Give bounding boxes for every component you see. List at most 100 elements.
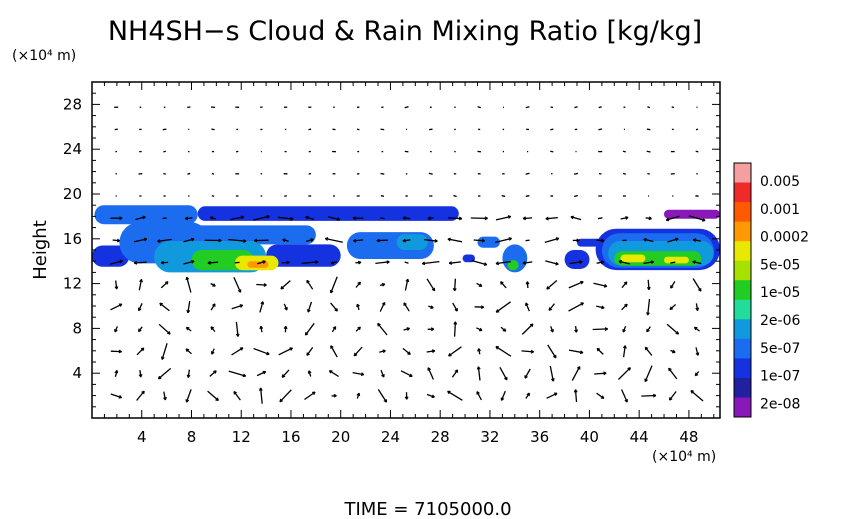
wind-arrow [597, 217, 603, 220]
wind-arrow [571, 366, 581, 381]
wind-arrow [160, 260, 169, 265]
wind-arrow [596, 392, 605, 399]
wind-arrow [280, 280, 291, 290]
wind-arrow [495, 237, 512, 244]
wind-arrow [211, 172, 215, 175]
wind-arrow [690, 390, 704, 402]
wind-arrow [521, 323, 534, 335]
wind-arrow [380, 172, 385, 175]
wind-arrow [186, 301, 191, 314]
wind-arrow [328, 370, 339, 378]
y-axis-unit: (×10⁴ m) [12, 48, 76, 64]
wind-arrow [282, 238, 289, 243]
y-tick-label: 20 [63, 185, 82, 203]
wind-arrow [207, 260, 219, 265]
colorbar-swatch [734, 241, 751, 262]
wind-arrow [670, 261, 676, 264]
colorbar-swatch [734, 202, 751, 223]
wind-arrow [162, 128, 167, 131]
y-tick-label: 28 [63, 95, 82, 113]
wind-arrow [476, 391, 482, 401]
wind-arrow [183, 259, 195, 265]
wind-arrow [426, 278, 436, 292]
wind-arrow [135, 215, 146, 221]
wind-arrow [501, 195, 506, 197]
wind-arrow [183, 237, 195, 243]
wind-arrow [521, 349, 535, 354]
wind-arrow [305, 215, 315, 221]
wind-arrow [669, 304, 677, 311]
wind-arrow [549, 365, 555, 382]
wind-arrow [594, 371, 607, 376]
wind-arrow [377, 322, 388, 336]
wind-arrow [138, 278, 143, 291]
wind-arrow [473, 238, 485, 243]
x-tick-label: 28 [431, 428, 450, 446]
wind-arrow [356, 392, 361, 399]
wind-arrow [476, 366, 481, 381]
wind-arrow [211, 128, 215, 131]
wind-arrow [402, 216, 411, 220]
x-tick-label: 8 [187, 428, 197, 446]
wind-arrow [185, 389, 192, 403]
wind-arrow [324, 237, 343, 243]
wind-arrow [452, 278, 457, 292]
wind-arrow [136, 390, 145, 401]
wind-arrow [568, 302, 584, 312]
wind-arrow [477, 348, 482, 355]
wind-arrow [235, 321, 240, 337]
wind-arrow [256, 283, 267, 287]
wind-arrow [695, 128, 699, 131]
wind-arrow [573, 172, 579, 175]
x-tick-label: 40 [580, 428, 599, 446]
wind-arrow [668, 367, 678, 380]
wind-arrow [356, 303, 360, 311]
wind-arrow [470, 216, 488, 221]
wind-arrow [352, 371, 365, 377]
wind-arrow [671, 106, 675, 109]
wind-arrow [574, 194, 578, 198]
wind-arrow [426, 393, 435, 399]
wind-arrow [693, 326, 700, 332]
x-tick-label: 44 [630, 428, 649, 446]
wind-arrow [259, 301, 265, 313]
plot-area [91, 81, 721, 419]
colorbar-label: 1e-07 [760, 369, 800, 385]
wind-arrow [112, 238, 121, 243]
wind-arrow [304, 391, 316, 401]
cloud-region [507, 260, 519, 271]
wind-arrow [256, 370, 267, 377]
colorbar-frame [733, 162, 752, 418]
colorbar-swatch [734, 182, 751, 203]
wind-arrow [185, 276, 192, 293]
wind-arrow [453, 321, 458, 337]
wind-arrow [377, 389, 388, 403]
wind-arrow [353, 346, 363, 357]
wind-arrow [403, 302, 410, 312]
wind-arrow [279, 389, 292, 403]
colorbar-swatch [734, 280, 751, 301]
cloud-region [664, 256, 689, 264]
wind-arrow [185, 348, 192, 355]
wind-arrow [596, 305, 605, 310]
wind-arrow [110, 216, 123, 221]
wind-arrow [210, 326, 216, 333]
wind-arrow [500, 390, 506, 401]
wind-arrow [352, 216, 364, 221]
wind-arrow [356, 128, 360, 131]
wind-arrow [404, 261, 409, 264]
wind-arrow [525, 195, 530, 197]
wind-arrow [281, 369, 290, 378]
wind-arrow [572, 238, 580, 243]
wind-arrow [283, 303, 288, 311]
wind-arrow [278, 216, 294, 221]
colorbar-swatch [734, 377, 751, 398]
wind-arrow [545, 216, 558, 221]
y-tick-label: 12 [63, 275, 82, 293]
wind-arrow [211, 195, 215, 197]
wind-arrow [157, 238, 172, 244]
wind-arrow [284, 195, 288, 197]
cloud-region [396, 234, 428, 250]
colorbar-swatch [734, 299, 751, 320]
colorbar-swatch [734, 163, 751, 183]
